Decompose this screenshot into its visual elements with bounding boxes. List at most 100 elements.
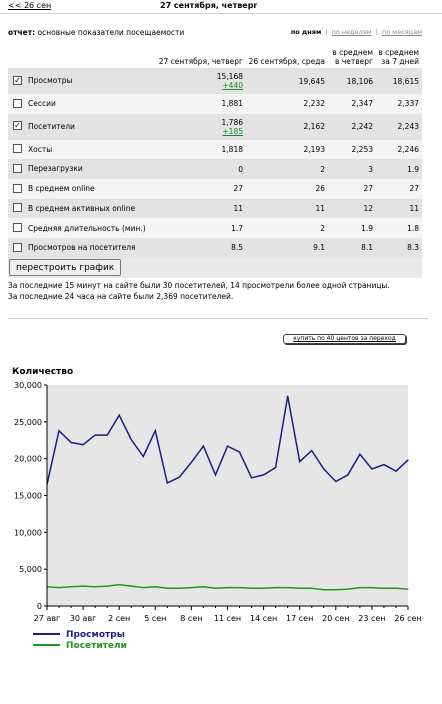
period-months-link[interactable]: по месяцам [382, 28, 422, 36]
x-tick-label: 30 авг [70, 614, 97, 623]
y-tick-label: 0 [37, 602, 42, 611]
visitors-series-point [58, 586, 60, 589]
delta-link[interactable]: +440 [222, 81, 243, 90]
metric-cell: В среднем активных online [8, 198, 154, 219]
metric-name: Перезагрузки [28, 164, 83, 174]
period-switcher: по дням | по неделям | по месяцам [291, 28, 422, 36]
value-avg-thursday: 18,106 [328, 68, 376, 94]
stats-table: 27 сентября, четверг 26 сентября, среда … [8, 37, 422, 258]
visitors-series-point [82, 585, 84, 587]
column-header [8, 37, 154, 68]
metric-checkbox[interactable] [13, 203, 22, 213]
visitors-series-point [275, 586, 277, 589]
visitors-series-point [166, 587, 168, 589]
x-tick-label: 8 сен [180, 614, 202, 623]
metric-checkbox[interactable] [13, 163, 22, 173]
visitors-series-point [154, 586, 156, 588]
chart-title: Количество [12, 367, 73, 377]
period-days: по дням [290, 28, 322, 36]
metric-name: Сессии [28, 99, 56, 109]
metric-cell: ✓ Просмотры [8, 68, 154, 94]
value-yesterday: 9.1 [246, 238, 328, 258]
views-series-point [347, 474, 349, 476]
views-series-point [130, 438, 132, 441]
value-yesterday: 2,193 [246, 139, 328, 160]
period-sep: | [375, 28, 378, 36]
period-weeks-link[interactable]: по неделям [331, 28, 372, 36]
metric-checkbox[interactable] [13, 223, 22, 233]
page-title: 27 сентября, четверг [160, 1, 258, 10]
buy-traffic-button[interactable]: купить по 40 центов за переход [283, 334, 406, 344]
value-avg-7-days: 2,243 [376, 113, 422, 140]
metric-cell: Перезагрузки [8, 159, 154, 180]
views-series-point [395, 470, 397, 472]
legend-views-label: Просмотры [66, 630, 125, 640]
visitors-series-point [202, 586, 205, 588]
column-header-avg-thursday: в среднем в четверг [328, 37, 376, 68]
visitors-series-point [94, 586, 96, 588]
top-bar: << 26 сен 27 сентября, четверг [0, 0, 442, 13]
visitors-series-point [335, 589, 337, 591]
value-yesterday: 2,232 [246, 94, 328, 114]
value-today-cell: 8.5 [154, 238, 246, 258]
value-today-cell: 1,786 +185 [154, 113, 246, 140]
report-label-text: основные показатели посещаемости [37, 28, 185, 37]
views-series-point [118, 414, 120, 416]
metric-checkbox[interactable] [13, 183, 22, 193]
metric-checkbox[interactable] [13, 242, 22, 252]
x-tick-label: 23 сен [358, 614, 385, 623]
views-series-point [106, 434, 108, 436]
visitors-series-point [323, 589, 325, 591]
previous-day-link[interactable]: << 26 сен [8, 1, 52, 10]
metric-cell: Средняя длительность (мин.) [8, 218, 154, 239]
views-series-point [214, 474, 217, 476]
value-today-cell: 1,881 [154, 94, 246, 114]
value-avg-thursday: 1.9 [328, 218, 376, 239]
views-series-point [226, 445, 229, 447]
visitors-series-point [311, 587, 313, 589]
rebuild-row: перестроить график [8, 258, 422, 278]
stats-table-container: 27 сентября, четверг 26 сентября, среда … [8, 37, 422, 258]
x-tick-label: 17 сен [286, 614, 313, 623]
value-yesterday: 26 [246, 179, 328, 199]
rebuild-chart-button[interactable]: перестроить график [9, 259, 122, 276]
views-series-point [287, 395, 289, 397]
column-header-avg-7-days: в среднем за 7 дней [376, 37, 422, 68]
views-series-point [94, 434, 96, 436]
views-series-point [70, 441, 72, 444]
metric-checkbox-checked[interactable]: ✓ [13, 75, 22, 85]
value-avg-thursday: 2,253 [328, 139, 376, 160]
metric-checkbox[interactable] [13, 144, 22, 154]
views-series-point [299, 461, 301, 463]
column-header-yesterday: 26 сентября, среда [246, 37, 328, 68]
visitors-series-point [190, 586, 192, 589]
views-series-point [142, 455, 144, 458]
y-tick-label: 10,000 [14, 528, 42, 537]
table-row: В среднем активных online 11 11 12 11 [8, 198, 422, 219]
value-avg-7-days: 2,337 [376, 94, 422, 114]
visitors-series-point [178, 587, 180, 589]
views-series-point [407, 459, 409, 461]
value-avg-7-days: 2,246 [376, 139, 422, 160]
period-sep: | [325, 28, 328, 36]
divider [0, 13, 442, 14]
value-today: 1.7 [231, 223, 243, 233]
table-row: Хосты 1,818 2,193 2,253 2,246 [8, 139, 422, 160]
checkmark-icon: ✓ [14, 75, 21, 85]
value-avg-7-days: 8.3 [376, 238, 422, 258]
y-tick-label: 20,000 [14, 455, 42, 464]
views-series-point [166, 482, 168, 484]
metric-name: В среднем активных online [28, 203, 136, 213]
metric-checkbox[interactable] [13, 98, 22, 108]
delta-link[interactable]: +185 [222, 126, 243, 136]
value-today-cell: 27 [154, 179, 246, 199]
views-series-point [250, 477, 253, 479]
value-today-cell: 11 [154, 198, 246, 219]
value-yesterday: 2 [246, 159, 328, 180]
metric-checkbox-checked[interactable]: ✓ [13, 121, 22, 131]
value-today-cell: 1.7 [154, 218, 246, 239]
views-series-point [359, 453, 361, 455]
x-tick-label: 26 сен [394, 614, 421, 623]
value-avg-7-days: 1.8 [376, 218, 422, 239]
plot-background [47, 385, 408, 606]
